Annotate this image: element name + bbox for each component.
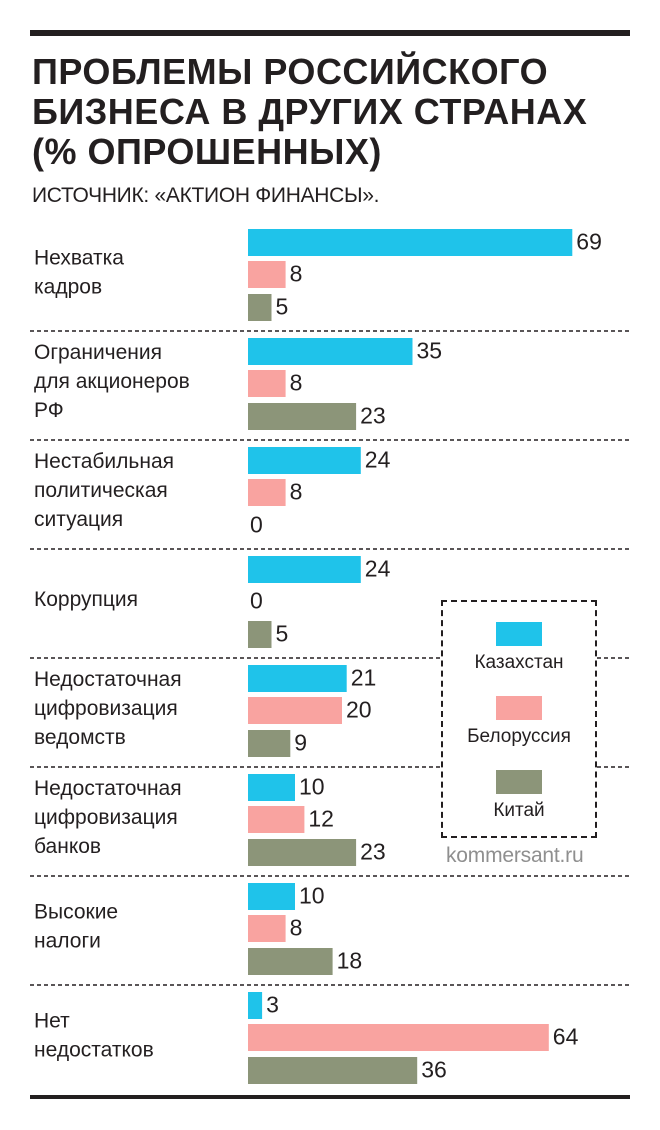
category-label: ситуация	[34, 508, 123, 531]
bar-kazakhstan	[248, 665, 347, 692]
legend-item-kazakhstan: Казахстан	[443, 622, 595, 674]
bar-kazakhstan	[248, 338, 413, 365]
value-label-china: 5	[276, 294, 289, 320]
category-label: политическая	[34, 479, 168, 502]
category-label: Недостаточная	[34, 777, 182, 800]
value-label-kazakhstan: 10	[299, 774, 325, 800]
bar-kazakhstan	[248, 992, 263, 1019]
source-note: ИСТОЧНИК: «АКТИОН ФИНАНСЫ».	[32, 184, 380, 207]
category-label: Нестабильная	[34, 450, 174, 473]
category-label: Недостаточная	[34, 668, 182, 691]
legend-swatch-belarus	[496, 696, 542, 720]
category-label: Ограничения	[34, 341, 162, 364]
bar-china	[248, 1057, 418, 1084]
legend-label-belarus: Белоруссия	[467, 726, 571, 747]
bar-belarus	[248, 479, 286, 506]
top-rule	[30, 30, 630, 36]
value-label-china: 0	[250, 512, 263, 538]
value-label-belarus: 0	[250, 588, 263, 614]
bar-kazakhstan	[248, 774, 295, 801]
category-label: цифровизация	[34, 806, 178, 829]
bar-belarus	[248, 370, 286, 397]
category-label: Коррупция	[34, 588, 138, 611]
value-label-kazakhstan: 3	[266, 992, 279, 1018]
title-line-2: БИЗНЕСА В ДРУГИХ СТРАНАХ	[32, 91, 588, 132]
category-label: кадров	[34, 276, 102, 299]
bottom-rule	[30, 1095, 630, 1099]
bar-kazakhstan	[248, 883, 295, 910]
bar-china	[248, 948, 333, 975]
bar-china	[248, 403, 357, 430]
value-label-belarus: 8	[290, 261, 303, 287]
value-label-kazakhstan: 24	[365, 556, 391, 582]
value-label-kazakhstan: 10	[299, 883, 325, 909]
chart-title: ПРОБЛЕМЫ РОССИЙСКОГО БИЗНЕСА В ДРУГИХ СТ…	[32, 52, 632, 172]
bar-belarus	[248, 806, 305, 833]
title-line-1: ПРОБЛЕМЫ РОССИЙСКОГО	[32, 51, 549, 92]
category-label: Нехватка	[34, 247, 124, 270]
category-label: недостатков	[34, 1039, 154, 1062]
category-label: РФ	[34, 399, 64, 422]
value-label-kazakhstan: 35	[417, 338, 443, 364]
value-label-belarus: 8	[290, 479, 303, 505]
category-label: Нет	[34, 1010, 70, 1033]
legend-item-china: Китай	[443, 770, 595, 822]
value-label-china: 23	[360, 839, 386, 865]
bar-kazakhstan	[248, 447, 361, 474]
legend: Казахстан Белоруссия Китай	[441, 600, 597, 838]
bar-belarus	[248, 1024, 549, 1051]
value-label-china: 18	[337, 948, 363, 974]
category-label: банков	[34, 835, 101, 858]
value-label-belarus: 20	[346, 697, 372, 723]
title-line-3: (% ОПРОШЕННЫХ)	[32, 131, 382, 172]
category-label: ведомств	[34, 726, 126, 749]
bar-belarus	[248, 697, 342, 724]
bar-china	[248, 839, 357, 866]
bar-kazakhstan	[248, 229, 573, 256]
bar-kazakhstan	[248, 556, 361, 583]
value-label-china: 9	[294, 730, 307, 756]
bar-china	[248, 621, 272, 648]
category-label: для акционеров	[34, 370, 190, 393]
value-label-kazakhstan: 24	[365, 447, 391, 473]
category-label: налоги	[34, 930, 101, 953]
category-label: Высокие	[34, 901, 118, 924]
value-label-china: 36	[421, 1057, 447, 1083]
value-label-belarus: 8	[290, 370, 303, 396]
legend-swatch-china	[496, 770, 542, 794]
bar-china	[248, 294, 272, 321]
value-label-belarus: 8	[290, 915, 303, 941]
legend-label-china: Китай	[493, 800, 545, 821]
value-label-kazakhstan: 69	[576, 229, 602, 255]
value-label-china: 23	[360, 403, 386, 429]
legend-item-belarus: Белоруссия	[443, 696, 595, 748]
bar-belarus	[248, 261, 286, 288]
value-label-belarus: 64	[553, 1024, 579, 1050]
value-label-china: 5	[276, 621, 289, 647]
value-label-kazakhstan: 21	[351, 665, 377, 691]
legend-label-kazakhstan: Казахстан	[474, 652, 564, 673]
value-label-belarus: 12	[308, 806, 334, 832]
watermark: kommersant.ru	[446, 844, 584, 867]
bar-belarus	[248, 915, 286, 942]
category-label: цифровизация	[34, 697, 178, 720]
legend-swatch-kazakhstan	[496, 622, 542, 646]
bar-china	[248, 730, 291, 757]
